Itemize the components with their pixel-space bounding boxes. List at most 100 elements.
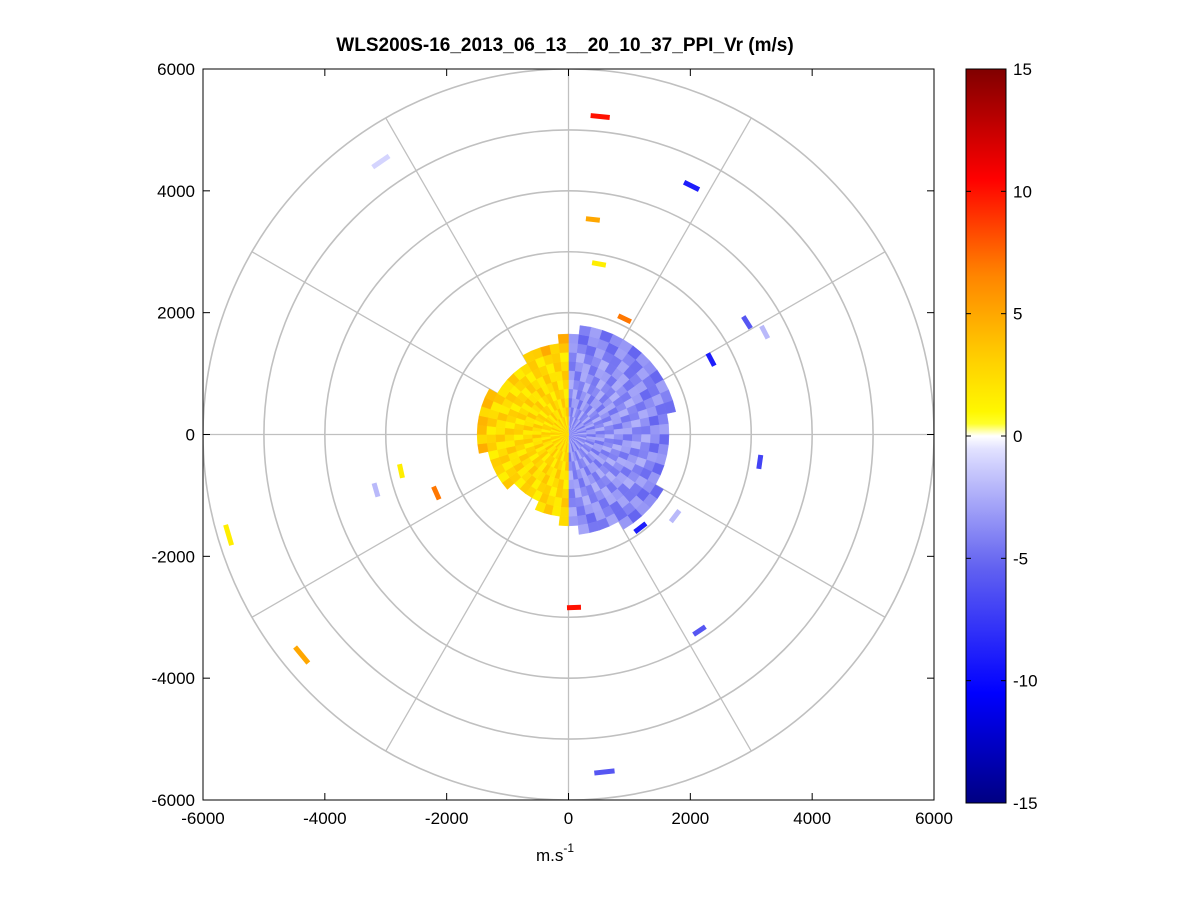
velocity-field [476,325,677,535]
field-cell [568,461,573,472]
field-cell [613,428,624,435]
return-segment [756,454,764,470]
return-segment [594,768,615,776]
return-segment [668,509,682,524]
field-cell [578,325,592,337]
y-tick-label: 0 [186,426,195,445]
field-cell [595,430,606,435]
x-tick-label: 6000 [915,809,953,828]
field-cell [495,426,506,435]
field-cell [639,417,651,428]
field-cell [560,361,569,372]
x-tick-label: -2000 [425,809,468,828]
y-tick-label: 2000 [157,304,195,323]
field-cell [577,523,590,535]
field-cell [476,424,487,435]
field-cell [659,423,670,435]
field-cell [551,352,562,364]
field-cell [561,370,569,381]
return-segment [371,482,381,498]
field-cell [568,342,579,353]
y-tick-label: -2000 [152,547,195,566]
field-cell [659,434,670,446]
field-cell [559,506,569,517]
return-segment [223,524,234,546]
field-cell [559,352,569,363]
return-segment [705,352,717,367]
x-tick-label: -6000 [181,809,224,828]
field-cell [657,413,669,426]
field-cell [558,342,569,353]
field-cell [568,470,574,481]
return-segment [591,260,607,268]
field-cell [568,506,578,517]
colorbar: 15 10 5 0 -5 -10 -15 [965,60,1038,813]
field-cell [650,434,661,445]
return-segment [397,463,405,479]
field-cell [486,434,497,444]
field-cell [568,361,577,372]
field-cell [568,497,577,508]
field-cell [558,516,569,527]
field-cell [568,488,576,499]
x-axis-label: m.s-1 [536,841,574,865]
scattered-returns [223,113,771,776]
field-cell [513,434,524,441]
x-tick-label: 2000 [671,809,709,828]
colorbar-tick-label: 15 [1013,60,1032,79]
field-cell [486,441,498,452]
field-cell [477,442,489,454]
field-cell [568,333,580,344]
field-cell [495,434,506,443]
field-cell [640,425,651,435]
return-segment [682,180,701,192]
field-cell [663,400,677,414]
field-cell [531,434,542,439]
colorbar-tick-label: -15 [1013,794,1038,813]
return-segment [293,645,311,665]
colorbar-tick-label: 10 [1013,182,1032,201]
return-segment [617,313,632,325]
field-cell [549,343,561,355]
field-cell [504,434,515,442]
return-segment [590,113,610,120]
field-cell [576,514,588,526]
y-tick-label: 6000 [157,60,195,79]
x-axis: -6000 -4000 -2000 0 2000 4000 6000 [181,69,953,828]
colorbar-tick-label: -5 [1013,549,1028,568]
field-cell [568,516,579,527]
field-cell [631,426,642,435]
field-cell [562,379,569,390]
colorbar-gradient [965,68,1007,804]
y-tick-label: 4000 [157,182,195,201]
return-segment [633,521,648,534]
colorbar-tick-label: -10 [1013,672,1038,691]
field-cell [648,415,660,427]
field-cell [476,434,487,445]
field-cell [575,505,586,517]
return-segment [585,216,601,223]
field-cell [568,479,575,490]
field-cell [522,434,533,440]
colorbar-ticks: 15 10 5 0 -5 -10 -15 [966,60,1038,813]
field-cell [650,424,661,435]
field-cell [568,352,578,363]
field-cell [484,388,498,402]
x-tick-label: -4000 [303,809,346,828]
field-cell [604,429,615,435]
y-tick-label: -4000 [152,669,195,688]
return-segment [371,153,391,170]
field-cell [557,333,569,344]
field-cell [486,425,497,435]
return-segment [692,624,707,637]
field-cell [560,497,569,508]
field-cell [622,427,633,435]
return-segment [759,324,771,340]
return-segment [741,315,753,330]
x-tick-label: 0 [564,809,573,828]
field-cell [640,434,651,444]
x-tick-label: 4000 [793,809,831,828]
field-cell [563,388,569,399]
